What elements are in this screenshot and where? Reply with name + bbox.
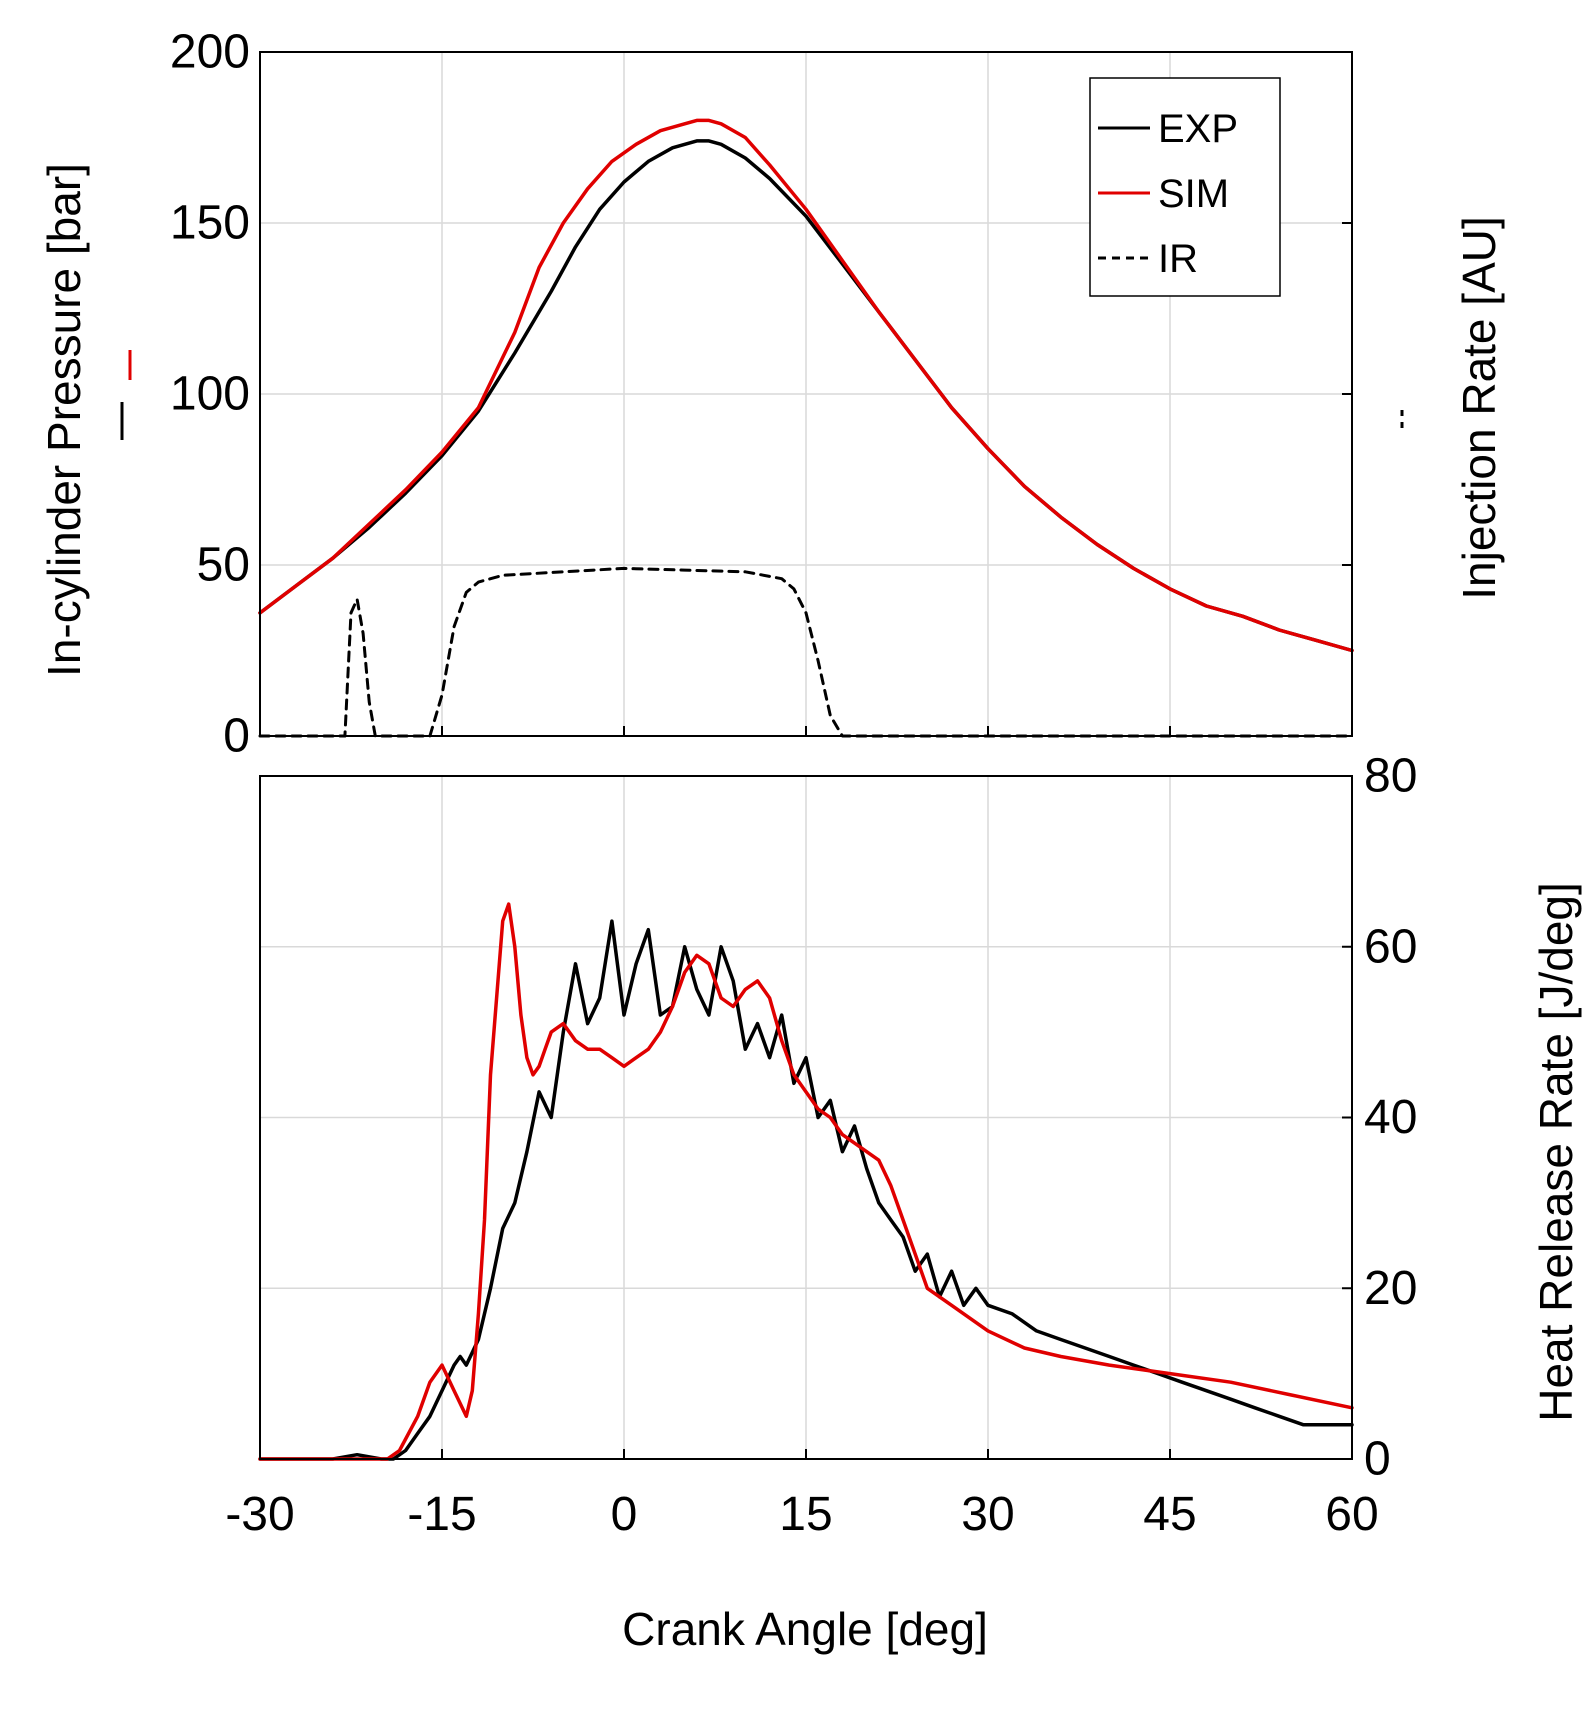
top-y-tick-label-3: 150 [170,197,250,250]
bottom-y-tick-label-4: 80 [1364,750,1417,803]
bottom-y-tick-label-2: 40 [1364,1091,1417,1144]
top-y-tick-labels: 0 50 100 150 200 [170,26,250,763]
x-tick-label-1: -15 [407,1488,476,1541]
bottom-panel-grid [259,775,1353,1460]
legend: EXP SIM IR [1089,77,1281,297]
bottom-panel-series [258,902,1354,1461]
bottom-panel-frame [259,775,1353,1460]
x-tick-label-0: -30 [225,1488,294,1541]
x-tick-label-4: 30 [961,1488,1014,1541]
bottom-series-sim [258,902,1354,1461]
x-tick-labels: -30 -15 0 15 30 45 60 [225,1488,1378,1541]
legend-label-sim: SIM [1158,172,1229,216]
top-panel-frame [259,51,1353,737]
top-y-tick-label-2: 100 [170,368,250,421]
x-tick-label-5: 45 [1143,1488,1196,1541]
legend-label-exp: EXP [1158,107,1238,151]
y-axis-title-heat-release: Heat Release Rate [J/deg] [1530,882,1582,1422]
top-panel-series [258,118,1354,738]
y-axis-title-pressure: In-cylinder Pressure [bar] [38,163,90,677]
top-series-ir [258,566,1354,738]
x-axis-title: Crank Angle [deg] [622,1603,988,1655]
top-y-tick-label-4: 200 [170,26,250,79]
bottom-y-tick-label-0: 0 [1364,1433,1391,1486]
bottom-y-tick-label-3: 60 [1364,920,1417,973]
legend-label-ir: IR [1158,237,1198,281]
top-series-sim [258,118,1354,653]
y-axis-title-injection-rate: Injection Rate [AU] [1453,216,1505,600]
bottom-series-exp [258,919,1354,1461]
bottom-y-tick-labels: 0 20 40 60 80 [1364,750,1417,1486]
legend-box [1089,77,1281,297]
x-tick-label-6: 60 [1325,1488,1378,1541]
top-y-tick-label-0: 0 [223,710,250,763]
bottom-y-tick-label-1: 20 [1364,1262,1417,1315]
x-tick-label-2: 0 [611,1488,638,1541]
top-y-tick-label-1: 50 [197,539,250,592]
pressure-line-key [120,350,132,440]
x-tick-label-3: 15 [779,1488,832,1541]
